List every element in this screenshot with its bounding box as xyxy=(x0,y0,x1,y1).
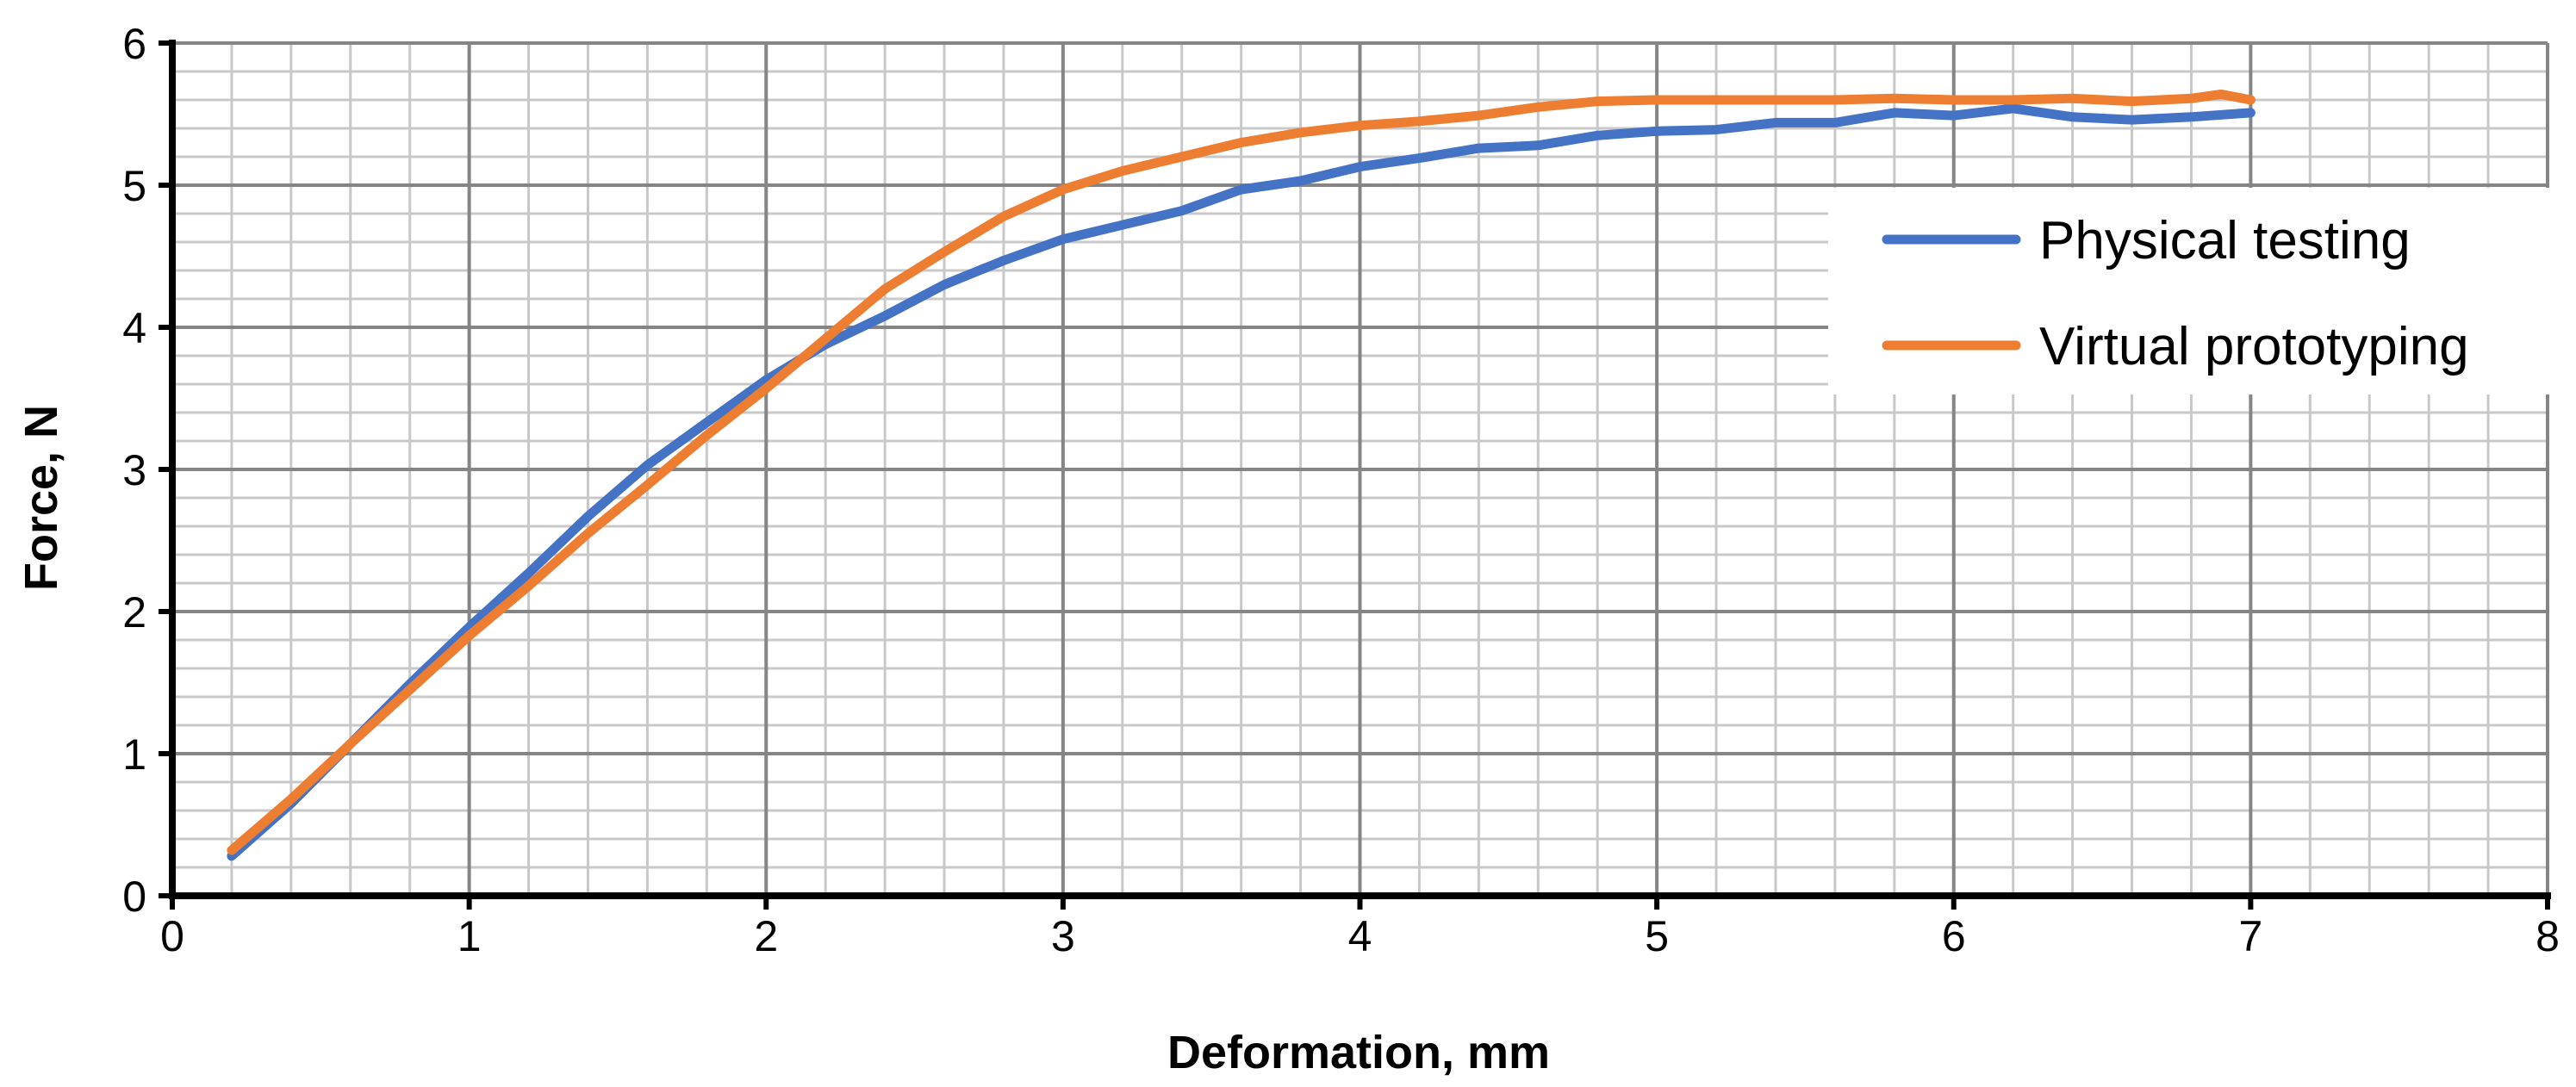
x-tick-label: 4 xyxy=(1348,912,1372,960)
legend-label: Virtual prototyping xyxy=(2039,317,2469,376)
y-axis-title: Force, N xyxy=(16,405,67,591)
y-tick-label: 5 xyxy=(122,162,146,210)
series-lines xyxy=(227,89,2256,861)
y-tick-label: 0 xyxy=(122,873,146,921)
y-tick-label: 3 xyxy=(122,446,146,494)
x-tick-label: 0 xyxy=(160,912,184,960)
series-line xyxy=(227,103,2256,861)
axes xyxy=(159,40,2551,910)
x-tick-label: 8 xyxy=(2536,912,2560,960)
legend-box xyxy=(1828,188,2556,394)
y-tick-label: 1 xyxy=(122,730,146,779)
y-tick-label: 4 xyxy=(122,304,146,352)
legend: Physical testing Virtual prototyping xyxy=(1828,188,2556,394)
legend-label: Physical testing xyxy=(2039,211,2411,270)
y-tick-label: 6 xyxy=(122,20,146,68)
series-line xyxy=(227,89,2256,855)
x-tick-label: 1 xyxy=(457,912,482,960)
y-tick-label: 2 xyxy=(122,588,146,637)
x-tick-label: 2 xyxy=(754,912,778,960)
x-tick-labels: 0 1 2 3 4 5 6 7 8 xyxy=(160,912,2560,960)
x-tick-label: 3 xyxy=(1051,912,1075,960)
x-tick-label: 7 xyxy=(2238,912,2262,960)
x-tick-label: 6 xyxy=(1942,912,1966,960)
x-tick-label: 5 xyxy=(1645,912,1669,960)
y-tick-labels: 0 1 2 3 4 5 6 xyxy=(122,20,146,921)
x-axis-title: Deformation, mm xyxy=(1167,1027,1550,1078)
